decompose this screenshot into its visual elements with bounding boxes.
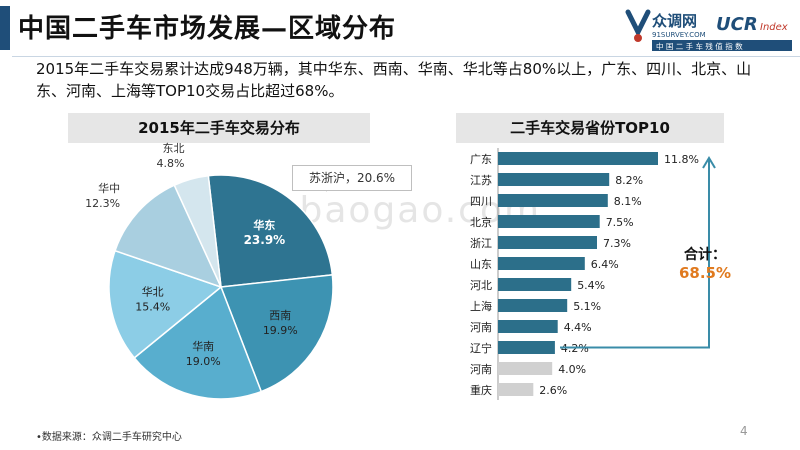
pie-label-0: 华东 — [253, 218, 275, 232]
total-bracket-arrow — [560, 160, 710, 349]
bar-category-label: 山东 — [470, 258, 492, 271]
bar-value-label: 2.6% — [539, 384, 567, 397]
bar-category-label: 浙江 — [470, 237, 492, 250]
pie-slice-0 — [207, 174, 334, 288]
page-number: 4 — [740, 424, 748, 438]
logo-index: Index — [760, 22, 788, 33]
pie-label-5: 东北 — [163, 142, 185, 155]
pie-label-1: 西南 — [269, 309, 291, 322]
bar-category-label: 北京 — [470, 215, 492, 229]
pie-slice-5 — [173, 174, 222, 288]
bar-category-label: 辽宁 — [470, 341, 492, 355]
bar-category-label: 上海 — [470, 299, 492, 313]
bar-category-label: 河南 — [470, 363, 492, 376]
bar-8 — [498, 320, 558, 333]
bar-category-label: 四川 — [470, 195, 492, 208]
pie-slice-2 — [133, 285, 263, 400]
bar-6 — [498, 278, 572, 291]
bar-category-label: 重庆 — [470, 383, 492, 397]
pie-value-2: 19.0% — [186, 355, 221, 368]
logo-ucr: UCR — [716, 14, 758, 35]
logo-domain: 91SURVEY.COM — [652, 31, 706, 39]
bar-value-label: 8.1% — [614, 195, 642, 208]
bar-value-label: 5.4% — [577, 279, 605, 292]
intro-text: 2015年二手车交易累计达成948万辆，其中华东、西南、华南、华北等占80%以上… — [36, 60, 752, 100]
logo-tagline: 中 国 二 手 车 残 值 指 数 — [656, 41, 743, 51]
title-accent-bar — [0, 6, 10, 50]
logo: 众调网 91SURVEY.COM UCR Index 中 国 二 手 车 残 值… — [625, 9, 792, 51]
bar-value-label: 7.3% — [603, 237, 631, 250]
bar-0 — [498, 152, 658, 165]
bar-panel-title: 二手车交易省份TOP10 — [456, 113, 724, 143]
bar-7 — [498, 299, 568, 312]
bar-value-label: 11.8% — [664, 153, 699, 166]
pie-value-0: 23.9% — [244, 233, 286, 247]
pie-value-4: 12.3% — [85, 197, 120, 210]
pie-slice-4 — [114, 184, 223, 289]
bar-value-label: 5.1% — [573, 300, 601, 313]
page-title: 中国二手车市场发展—区域分布 — [18, 14, 397, 44]
bar-value-label: 7.5% — [606, 216, 634, 229]
bar-2 — [498, 194, 608, 207]
pie-value-3: 15.4% — [135, 300, 170, 313]
bar-category-label: 河南 — [470, 321, 492, 334]
pie-label-3: 华北 — [142, 284, 164, 298]
title-divider — [12, 56, 800, 57]
pie-slice-1 — [219, 274, 334, 393]
bar-category-label: 河北 — [470, 279, 492, 292]
source-note: •数据来源：众调二手车研究中心 — [36, 432, 182, 443]
pie-callout: 苏浙沪，20.6% — [292, 165, 412, 191]
bar-5 — [498, 257, 585, 270]
bar-9 — [498, 341, 555, 354]
bar-value-label: 8.2% — [615, 174, 643, 187]
pie-value-1: 19.9% — [263, 324, 298, 337]
bar-4 — [498, 236, 597, 249]
bar-chart: 广东 11.8% 江苏 8.2% 四川 8.1% 北京 7.5% 浙江 7.3% 山东 6.4% 河北 5… — [470, 148, 716, 400]
logo-mark-icon — [625, 9, 651, 42]
total-label: 合计： — [684, 247, 726, 263]
bar-3 — [498, 215, 600, 228]
bar-value-label: 4.0% — [558, 363, 586, 376]
bar-11 — [498, 383, 534, 396]
bar-1 — [498, 173, 610, 186]
bar-category-label: 江苏 — [470, 174, 492, 187]
bar-category-label: 广东 — [470, 153, 492, 166]
bar-10 — [498, 362, 553, 375]
bar-value-label: 6.4% — [591, 258, 619, 271]
pie-label-4: 华中 — [98, 181, 120, 195]
pie-label-2: 华南 — [192, 339, 214, 353]
logo-brand: 众调网 — [652, 12, 697, 30]
bar-value-label: 4.4% — [564, 321, 592, 334]
total-value: 68.5% — [678, 264, 732, 282]
arrow-head-icon — [702, 156, 716, 169]
pie-value-5: 4.8% — [157, 157, 185, 170]
pie-panel-title: 2015年二手车交易分布 — [68, 113, 370, 143]
